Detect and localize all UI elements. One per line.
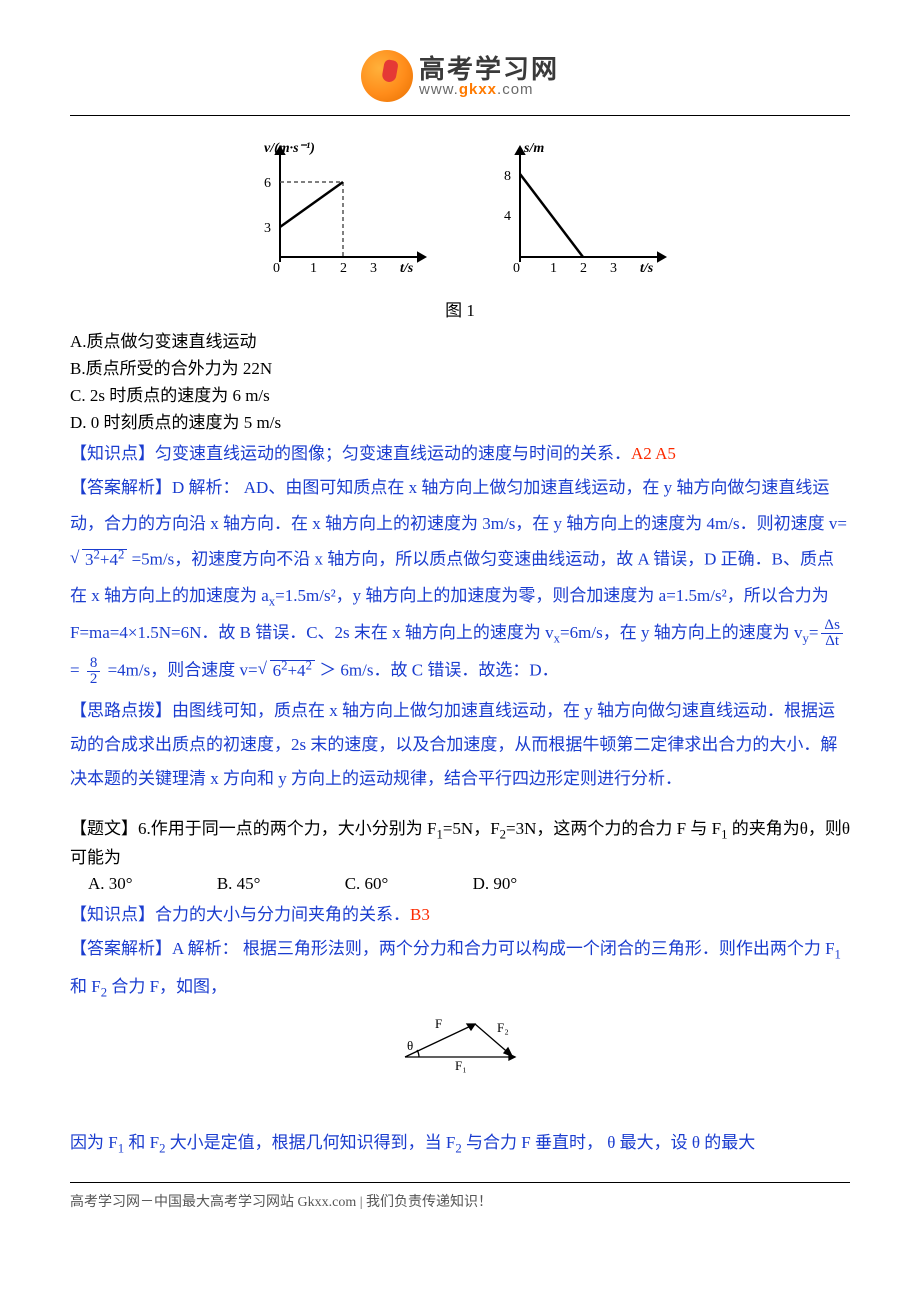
figure-1: 0 1 2 3 t/s 3 6 v/(m·s⁻¹)	[70, 132, 850, 292]
svg-text:3: 3	[610, 261, 617, 276]
svg-text:s/m: s/m	[523, 141, 544, 156]
q6-option-b: B. 45°	[217, 874, 261, 894]
q6-knowledge-point: 【知识点】合力的大小与分力间夹角的关系．B3	[70, 900, 850, 925]
top-rule	[70, 115, 850, 116]
svg-text:0: 0	[513, 261, 520, 276]
q6-answer-2: 因为 F1 和 F2 大小是定值，根据几何知识得到，当 F2 与合力 F 垂直时…	[70, 1125, 850, 1162]
site-logo: 高考学习网 www.gkxx.com	[70, 50, 850, 107]
logo-url: www.gkxx.com	[419, 82, 559, 97]
option-d: D. 0 时刻质点的速度为 5 m/s	[70, 408, 850, 433]
svg-text:8: 8	[504, 169, 511, 184]
logo-icon	[361, 50, 413, 102]
q5-tips: 【思路点拨】由图线可知，质点在 x 轴方向上做匀加速直线运动，在 y 轴方向做匀…	[70, 694, 850, 796]
option-c: C. 2s 时质点的速度为 6 m/s	[70, 381, 850, 406]
option-b: B.质点所受的合外力为 22N	[70, 354, 850, 379]
svg-text:3: 3	[264, 221, 271, 236]
svg-text:2: 2	[340, 261, 347, 276]
figure-caption: 图 1	[70, 296, 850, 321]
svg-text:v/(m·s⁻¹): v/(m·s⁻¹)	[264, 141, 315, 156]
q6-text: 【题文】6.作用于同一点的两个力，大小分别为 F1=5N，F2=3N，这两个力的…	[70, 816, 850, 870]
svg-text:2: 2	[580, 261, 587, 276]
svg-text:1: 1	[310, 261, 317, 276]
svg-text:t/s: t/s	[640, 261, 654, 276]
svg-text:3: 3	[370, 261, 377, 276]
q6-options: A. 30° B. 45° C. 60° D. 90°	[88, 874, 850, 894]
question-5-options: A.质点做匀变速直线运动 B.质点所受的合外力为 22N C. 2s 时质点的速…	[70, 327, 850, 433]
svg-text:F₂: F₂	[497, 1020, 509, 1035]
chart-vt: 0 1 2 3 t/s 3 6 v/(m·s⁻¹)	[240, 132, 440, 292]
option-a: A.质点做匀变速直线运动	[70, 327, 850, 352]
q6-option-d: D. 90°	[473, 874, 518, 894]
svg-text:F₁: F₁	[455, 1058, 467, 1073]
svg-text:t/s: t/s	[400, 261, 414, 276]
svg-text:4: 4	[504, 209, 511, 224]
svg-text:1: 1	[550, 261, 557, 276]
q5-knowledge-point: 【知识点】匀变速直线运动的图像；匀变速直线运动的速度与时间的关系．A2 A5	[70, 439, 850, 464]
chart-st: 0 1 2 3 t/s 4 8 s/m	[480, 132, 680, 292]
q6-option-a: A. 30°	[88, 874, 133, 894]
q6-option-c: C. 60°	[345, 874, 389, 894]
svg-text:F: F	[435, 1016, 442, 1031]
q6-answer-1: 【答案解析】A 解析： 根据三角形法则，两个分力和合力可以构成一个闭合的三角形．…	[70, 931, 850, 1005]
svg-text:θ: θ	[407, 1038, 413, 1053]
page-footer: 高考学习网－中国最大高考学习网站 Gkxx.com | 我们负责传递知识！	[70, 1182, 850, 1211]
q5-answer: 【答案解析】D 解析： AD、由图可知质点在 x 轴方向上做匀加速直线运动，在 …	[70, 470, 850, 688]
triangle-figure: F F₂ F₁ θ	[70, 1012, 850, 1079]
svg-text:6: 6	[264, 176, 271, 191]
logo-title: 高考学习网	[419, 56, 559, 82]
svg-text:0: 0	[273, 261, 280, 276]
